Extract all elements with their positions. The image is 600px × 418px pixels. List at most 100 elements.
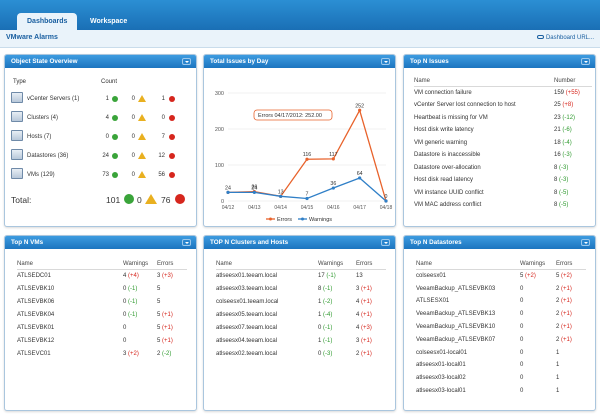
warning-count: 0 [131,96,135,102]
row-name: atlseesx01.teeam.local [216,273,278,280]
point-label: 36 [330,181,336,187]
point-label: 7 [306,191,309,197]
row-name: atlseesx01-local01 [416,362,466,369]
errors-value: 1 [556,362,560,369]
chart-tooltip [253,109,333,121]
row-name: atlseesx02.teeam.local [216,351,278,357]
table-row[interactable]: atlseesx03-local02 0 1 [416,372,586,385]
legend-marker [269,217,272,221]
warnings-value: 0 [520,375,524,382]
table-row[interactable]: atlseesx02.teeam.local 0 (-3) 2 (+1) [216,348,386,361]
panel-header: Top N Datastores [404,236,595,249]
data-point [384,199,388,203]
table-row[interactable]: VeeamBackup_ATLSEVBK07 0 2 (+1) [416,333,586,346]
table-row[interactable]: colseesx01 5 (+2) 5 (+2) [416,270,586,283]
issue-name: Heartbeat is missing for VM [414,114,488,121]
panel-title: Object State Overview [11,58,78,65]
table-row[interactable]: VM instance UUID conflict 8 (-5) [414,187,592,200]
object-state-row[interactable]: VMs (129) 73 0 56 [5,168,196,185]
errors-cell: 4 (+1) [356,296,386,309]
table-row[interactable]: ATLSEVBK04 0 (-1) 5 (+1) [17,309,187,322]
table-row[interactable]: atlseesx01.teeam.local 17 (-1) 13 [216,270,386,283]
panel-title: Top N Issues [410,58,449,65]
errors-cell: 4 (+3) [356,322,386,335]
table-row[interactable]: colseesx01-local01 0 1 [416,346,586,359]
table-row[interactable]: ATLSEVBK10 0 (-1) 5 [17,283,187,296]
panel-menu-icon[interactable] [581,239,590,246]
warning-count: 0 [131,153,135,159]
object-state-row[interactable]: Hosts (7) 0 0 7 [5,130,196,147]
row-name: ATLSEVBK04 [17,312,55,318]
x-tick-label: 04/14 [274,205,287,211]
table-row[interactable]: Datastore is inaccessible 16 (-3) [414,149,592,162]
panel-menu-icon[interactable] [182,58,191,65]
warnings-delta: (-1) [323,325,333,331]
col-count-header: Count [101,79,118,85]
tab-workspace[interactable]: Workspace [90,18,128,25]
warning-icon [138,95,146,102]
table-row[interactable]: Heartbeat is missing for VM 23 (-12) [414,112,592,125]
issue-name: Datastore is inaccessible [414,152,481,159]
tab-dashboards[interactable]: Dashboards [17,13,77,30]
table-row[interactable]: Datastore over-allocation 8 (-3) [414,162,592,175]
table-row[interactable]: VM connection failure 159 (+55) [414,87,592,100]
table-row[interactable]: VeeamBackup_ATLSEVBK13 0 2 (+1) [416,308,586,321]
warnings-value: 0 [520,362,524,369]
point-label: 26 [251,185,257,191]
table-row[interactable]: atlseesx07.teeam.local 0 (-1) 4 (+3) [216,322,386,335]
row-name: ATLSEVBK10 [17,286,55,292]
panel-header: Top N VMs [5,236,196,249]
table-row[interactable]: VeeamBackup_ATLSEVBK03 0 2 (+1) [416,282,586,295]
table-row[interactable]: ATLSEDC01 4 (+4) 3 (+3) [17,270,187,283]
table-row[interactable]: Host disk read latency 8 (-3) [414,174,592,187]
error-icon [169,134,175,140]
issue-delta: (-12) [562,114,576,121]
table-row[interactable]: ATLSEVC01 3 (+2) 2 (-2) [17,348,187,361]
table-row[interactable]: atlseesx05.teeam.local 1 (-4) 4 (+1) [216,309,386,322]
table-row[interactable]: atlseesx03.teeam.local 8 (-1) 3 (+1) [216,283,386,296]
table-row[interactable]: ATLSESX01 0 2 (+1) [416,295,586,308]
errors-cell: 3 (+3) [157,270,187,283]
warning-icon [138,171,146,178]
table-row[interactable]: VM generic warning 18 (-4) [414,137,592,150]
issue-number-cell: 18 (-4) [554,137,592,150]
errors-cell: 2 (+1) [556,295,586,308]
table-row[interactable]: atlseesx04.teeam.local 1 (-1) 3 (+1) [216,335,386,348]
table-row[interactable]: ATLSEVBK12 0 5 (+1) [17,335,187,348]
table-row[interactable]: Host disk write latency 21 (-6) [414,124,592,137]
object-state-row[interactable]: vCenter Servers (1) 1 0 1 [5,92,196,109]
issue-number: 21 [554,127,561,134]
errors-cell: 2 (+1) [556,308,586,321]
issue-delta: (-4) [562,139,572,146]
object-state-row[interactable]: Clusters (4) 4 0 0 [5,111,196,128]
issue-delta: (-3) [559,164,569,171]
table-row[interactable]: VM MAC address conflict 8 (-5) [414,199,592,212]
point-label: 24 [251,185,257,191]
errors-delta: (+1) [561,285,572,292]
legend-marker [301,217,304,221]
table-row[interactable]: VeeamBackup_ATLSEVBK10 0 2 (+1) [416,321,586,334]
row-name: ATLSEVC01 [17,351,51,357]
panel-menu-icon[interactable] [381,239,390,246]
total-warn-count: 0 [137,195,142,205]
warnings-value: 1 [318,312,322,318]
row-name: VeeamBackup_ATLSEVBK07 [416,336,496,343]
row-name: atlseesx05.teeam.local [216,312,278,318]
table-row[interactable]: ATLSEVBK06 0 (-1) 5 [17,296,187,309]
table-row[interactable]: atlseesx01-local01 0 1 [416,359,586,372]
warnings-value: 0 [123,299,127,305]
table-row[interactable]: atlseesx03-local01 0 1 [416,385,586,398]
panel-menu-icon[interactable] [182,239,191,246]
table-row[interactable]: vCenter Server lost connection to host 25… [414,99,592,112]
issue-number-cell: 21 (-6) [554,124,592,137]
error-icon [169,172,175,178]
errors-delta: (+1) [561,336,572,343]
panel-menu-icon[interactable] [381,58,390,65]
panel-menu-icon[interactable] [581,58,590,65]
object-state-row[interactable]: Datastores (36) 24 0 12 [5,149,196,166]
dashboard-url-link[interactable]: Dashboard URL... [536,35,594,41]
table-row[interactable]: ATLSEVBK01 0 5 (+1) [17,322,187,335]
error-count: 12 [158,153,165,159]
table-row[interactable]: colseesx01.teeam.local 1 (-2) 4 (+1) [216,296,386,309]
error-icon [169,115,175,121]
